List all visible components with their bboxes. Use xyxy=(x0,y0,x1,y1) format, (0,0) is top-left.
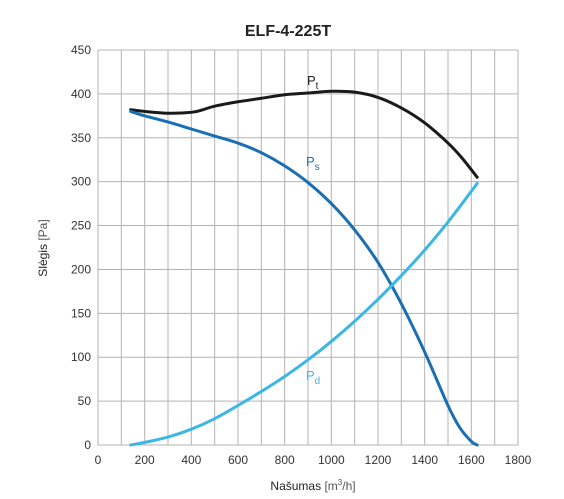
y-tick-label: 200 xyxy=(71,262,91,276)
y-tick-label: 150 xyxy=(71,306,91,320)
x-axis-title: Našumas [m3/h] xyxy=(270,478,355,493)
x-tick-label: 200 xyxy=(135,453,155,467)
y-tick-label: 400 xyxy=(71,87,91,101)
x-tick-label: 400 xyxy=(181,453,201,467)
y-tick-label: 250 xyxy=(71,219,91,233)
y-tick-label: 50 xyxy=(78,394,92,408)
series-label-ps-sub: s xyxy=(315,162,320,173)
series-label-pt-main: P xyxy=(307,73,316,88)
x-tick-label: 1400 xyxy=(411,453,438,467)
x-tick-label: 1600 xyxy=(458,453,485,467)
chart-title: ELF-4-225T xyxy=(245,23,331,40)
svg-text:Ps: Ps xyxy=(306,154,320,173)
y-tick-label: 350 xyxy=(71,131,91,145)
grid xyxy=(97,49,519,446)
series-label-pt: Pt xyxy=(307,73,319,92)
x-tick-label: 600 xyxy=(228,453,248,467)
y-tick-label: 0 xyxy=(84,438,91,452)
x-axis-unit-part-1: [m xyxy=(324,479,337,493)
x-axis-unit: [m3/h] xyxy=(324,478,355,493)
x-axis-title-text: Našumas xyxy=(270,479,321,493)
x-tick-label: 1000 xyxy=(318,453,345,467)
x-tick-label: 1200 xyxy=(365,453,392,467)
series-label-pt-sub: t xyxy=(316,81,319,92)
y-axis-title: Slėgis [Pa] xyxy=(36,219,50,276)
y-tick-label: 450 xyxy=(71,43,91,57)
y-axis-tick-labels: 0 50 100 150 200 250 300 350 400 450 xyxy=(71,43,91,452)
x-axis-unit-superscript: 3 xyxy=(338,478,343,487)
series-label-pd-sub: d xyxy=(315,376,321,387)
y-axis-unit: [Pa] xyxy=(36,219,50,240)
svg-text:Pd: Pd xyxy=(306,368,320,387)
series-label-ps-main: P xyxy=(306,154,315,169)
svg-text:Pt: Pt xyxy=(307,73,319,92)
series-label-ps: Ps xyxy=(306,154,320,173)
series-label-pd-main: P xyxy=(306,368,315,383)
series-line-ps xyxy=(129,109,479,447)
x-axis-tick-labels: 0 200 400 600 800 1000 1200 1400 1600 1800 xyxy=(95,453,532,467)
x-tick-label: 800 xyxy=(275,453,295,467)
y-tick-label: 300 xyxy=(71,175,91,189)
x-axis-unit-part-2: /h] xyxy=(342,479,355,493)
y-axis-title-text: Slėgis xyxy=(36,244,50,277)
series-label-pd: Pd xyxy=(306,368,320,387)
y-tick-label: 100 xyxy=(71,350,91,364)
series-lines xyxy=(129,89,479,447)
x-tick-label: 1800 xyxy=(505,453,532,467)
series-line-pt xyxy=(129,89,479,179)
x-tick-label: 0 xyxy=(95,453,102,467)
series-line-pd xyxy=(129,181,479,447)
